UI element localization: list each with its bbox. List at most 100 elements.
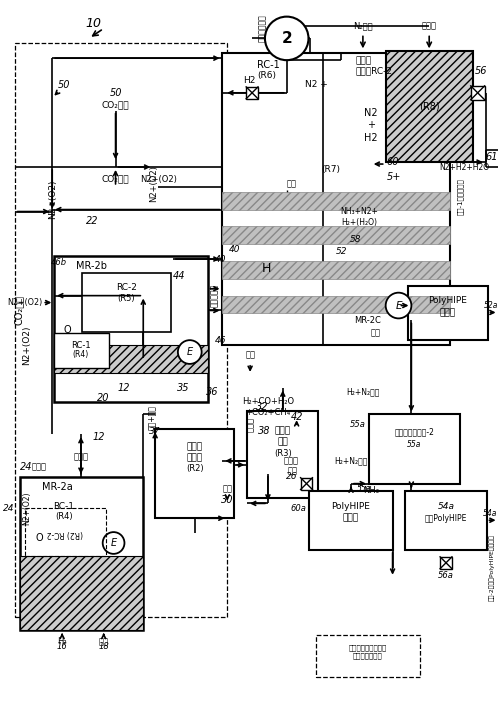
- Text: 输入到第三等离子体
反应器中或排出: 输入到第三等离子体 反应器中或排出: [349, 645, 387, 659]
- Text: 电极: 电极: [371, 329, 381, 338]
- Text: N₂补充: N₂补充: [353, 21, 373, 30]
- Text: 清洁: 清洁: [277, 437, 288, 447]
- Text: 反应器: 反应器: [187, 454, 203, 462]
- Text: +: +: [367, 121, 375, 131]
- Text: 40: 40: [229, 245, 240, 253]
- Text: 蒸汽: 蒸汽: [245, 351, 255, 359]
- Text: 50: 50: [58, 80, 70, 90]
- Text: 55a: 55a: [356, 484, 371, 493]
- Bar: [82, 273, 171, 332]
- Text: O: O: [35, 533, 43, 543]
- Text: N2+H2+H2O: N2+H2+H2O: [439, 163, 489, 172]
- Text: 燃油+微粒: 燃油+微粒: [147, 405, 156, 430]
- Text: 38: 38: [257, 426, 270, 436]
- Text: (R6): (R6): [257, 72, 276, 80]
- Text: H2: H2: [364, 133, 378, 143]
- Text: E: E: [187, 347, 193, 357]
- Text: 等离子体反应器-2: 等离子体反应器-2: [394, 427, 434, 437]
- Text: CO₂储存: CO₂储存: [102, 100, 129, 109]
- Text: 44: 44: [173, 271, 185, 281]
- Text: +CO₂+CH₄: +CO₂+CH₄: [246, 408, 290, 417]
- Bar: [19, 556, 143, 630]
- Bar: [408, 285, 488, 340]
- Circle shape: [103, 532, 124, 554]
- Text: 56a: 56a: [438, 571, 454, 580]
- Text: 20: 20: [97, 393, 110, 403]
- Text: 循环: 循环: [288, 466, 298, 475]
- Text: 冷却剂: 冷却剂: [422, 21, 437, 30]
- Text: 24: 24: [20, 462, 33, 472]
- Bar: [223, 192, 450, 209]
- Text: 26: 26: [286, 472, 297, 481]
- Text: H₂: H₂: [57, 638, 67, 646]
- Text: 50: 50: [109, 88, 122, 98]
- Text: 16: 16: [57, 643, 67, 651]
- Text: (R2): (R2): [186, 464, 204, 474]
- Bar: [440, 557, 452, 569]
- Text: NH₃+N2+: NH₃+N2+: [340, 207, 378, 216]
- Text: E: E: [395, 300, 402, 310]
- Text: NH₃: NH₃: [363, 486, 379, 495]
- Bar: [223, 261, 450, 279]
- Text: 30: 30: [221, 496, 234, 506]
- Text: O: O: [63, 325, 71, 335]
- Text: N2+(O2): N2+(O2): [7, 298, 42, 307]
- Text: 55a: 55a: [407, 439, 422, 449]
- Text: 反应器RC-2: 反应器RC-2: [356, 67, 393, 75]
- Text: 空气: 空气: [99, 638, 109, 646]
- Text: H₂+(H₂O): H₂+(H₂O): [341, 218, 377, 227]
- Text: 60a: 60a: [290, 504, 306, 513]
- Text: 35: 35: [177, 383, 189, 393]
- Text: 等离子体电源: 等离子体电源: [257, 15, 266, 43]
- Text: CO₂循环: CO₂循环: [13, 295, 23, 325]
- Bar: [406, 491, 487, 550]
- Bar: [54, 345, 208, 373]
- Text: (R4): (R4): [73, 351, 89, 359]
- Bar: [223, 53, 450, 345]
- Text: 10: 10: [86, 17, 102, 30]
- Text: RC-1: RC-1: [257, 60, 280, 70]
- Text: 22: 22: [85, 217, 98, 226]
- Bar: [300, 478, 312, 490]
- Circle shape: [178, 340, 202, 364]
- Text: 42: 42: [290, 413, 303, 422]
- Text: MR-2C: MR-2C: [354, 316, 381, 325]
- Text: 灰分: 灰分: [223, 484, 233, 493]
- Text: 聚合物: 聚合物: [440, 308, 456, 317]
- Text: 三氮合成气: 三氮合成气: [210, 284, 219, 307]
- Text: N2+(O2): N2+(O2): [22, 325, 31, 365]
- Text: (R8): (R8): [419, 102, 440, 111]
- Text: 12: 12: [117, 383, 130, 393]
- Bar: [316, 635, 420, 677]
- Text: 产物-2（饱和PolyHIPE聚合物）: 产物-2（饱和PolyHIPE聚合物）: [489, 535, 495, 601]
- Text: PolyHIPE: PolyHIPE: [429, 296, 468, 305]
- Text: 合成气: 合成气: [246, 417, 254, 432]
- Text: N2+(O2): N2+(O2): [149, 165, 158, 202]
- Text: E: E: [110, 538, 117, 548]
- Text: 46: 46: [215, 336, 226, 344]
- Text: 40: 40: [215, 254, 226, 263]
- Text: 生物质: 生物质: [73, 452, 88, 462]
- Text: 58: 58: [350, 235, 362, 244]
- Text: 饱和PolyHIPE: 饱和PolyHIPE: [425, 514, 467, 523]
- Bar: [223, 295, 450, 313]
- Text: 合成气: 合成气: [284, 457, 299, 465]
- Bar: [247, 411, 318, 498]
- Bar: [54, 256, 208, 403]
- Text: RC-2: RC-2: [116, 283, 137, 293]
- Text: 24: 24: [3, 504, 14, 513]
- Bar: [471, 86, 485, 99]
- Circle shape: [265, 16, 308, 60]
- Bar: [223, 226, 450, 244]
- Text: MR-2b: MR-2b: [76, 261, 107, 271]
- Text: N2+(O2): N2+(O2): [48, 180, 57, 219]
- Text: 54a: 54a: [438, 502, 455, 511]
- Text: H₂+N₂循环: H₂+N₂循环: [346, 387, 380, 396]
- Text: 2: 2: [281, 31, 292, 46]
- Bar: [14, 43, 228, 617]
- Text: 电极: 电极: [286, 180, 297, 188]
- Bar: [155, 430, 235, 518]
- Text: N2: N2: [364, 108, 378, 118]
- Text: PolyHIPE: PolyHIPE: [332, 502, 370, 511]
- Text: 气化器: 气化器: [187, 442, 203, 452]
